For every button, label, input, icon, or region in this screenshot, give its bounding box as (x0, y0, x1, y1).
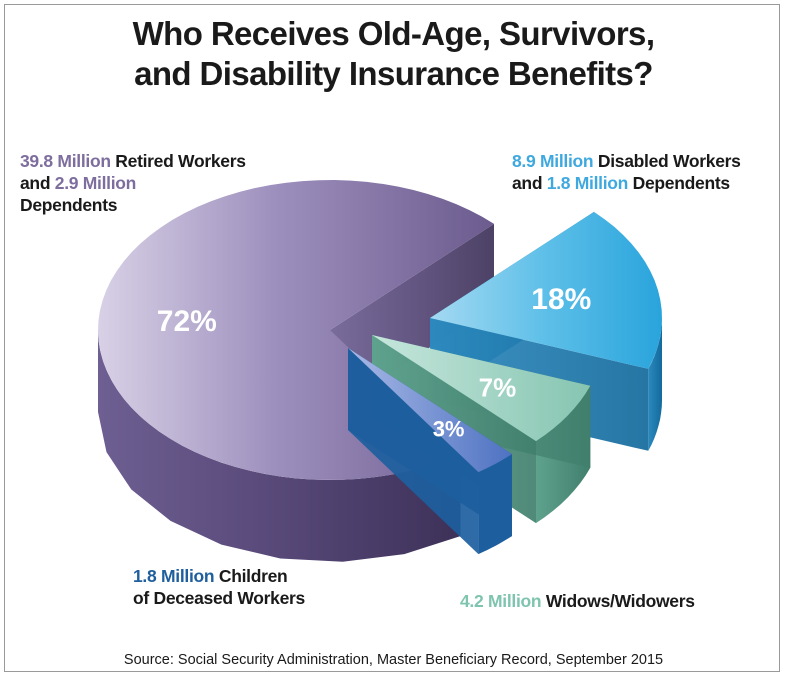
slice-disabled (430, 211, 662, 451)
label-disabled: 8.9 Million Disabled Workers and 1.8 Mil… (512, 150, 741, 194)
slice-retired-side (98, 330, 461, 562)
label-children: 1.8 Million Children of Deceased Workers (133, 565, 305, 609)
source-note: Source: Social Security Administration, … (123, 652, 664, 668)
retired-count: 39.8 Million (20, 151, 111, 171)
children-desc-2: of Deceased Workers (133, 588, 305, 608)
disabled-desc: Disabled Workers (593, 151, 741, 171)
title-line-2: and Disability Insurance Benefits? (134, 55, 653, 92)
slice-retired-percent: 72% (157, 305, 217, 338)
slice-disabled-percent: 18% (531, 283, 591, 316)
disabled-dependents-label: Dependents (628, 173, 730, 193)
label-widows: 4.2 Million Widows/Widowers (460, 590, 695, 612)
retired-dependents-label: Dependents (20, 195, 118, 215)
retired-desc: Retired Workers (110, 151, 246, 171)
label-retired: 39.8 Million Retired Workers and 2.9 Mil… (20, 150, 246, 216)
widows-desc: Widows/Widowers (541, 591, 695, 611)
chart-frame (4, 4, 780, 672)
disabled-count: 8.9 Million (512, 151, 594, 171)
title-line-1: Who Receives Old-Age, Survivors, (132, 15, 655, 52)
widows-count: 4.2 Million (460, 591, 542, 611)
slice-widows-percent: 7% (479, 372, 517, 402)
chart-title: Who Receives Old-Age, Survivors, and Dis… (0, 14, 787, 94)
slice-children-percent: 3% (433, 417, 465, 442)
disabled-dependents-count: 1.8 Million (546, 173, 629, 193)
slice-disabled-side (648, 318, 662, 451)
slice-disabled-top (430, 211, 662, 369)
disabled-and: and (512, 173, 547, 193)
slice-widows-top (372, 335, 591, 442)
retired-dependents-count: 2.9 Million (54, 173, 137, 193)
children-count: 1.8 Million (133, 566, 215, 586)
retired-and: and (20, 173, 55, 193)
children-desc: Children (214, 566, 288, 586)
slice-children-top (348, 348, 512, 473)
slice-children (348, 348, 512, 555)
